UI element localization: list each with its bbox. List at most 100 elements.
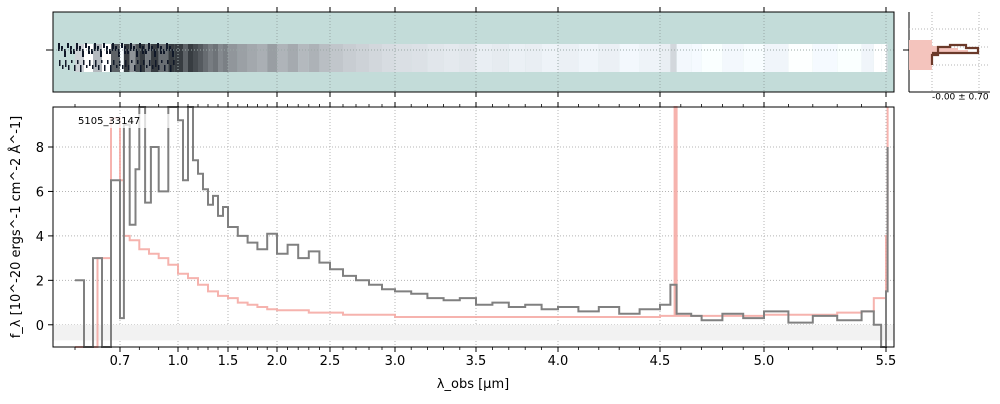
spectrum-2d-noise: [146, 65, 148, 68]
spectrum-2d-cell: [330, 44, 343, 72]
spectrum-2d-noise: [113, 60, 115, 65]
spectrum-2d-cell: [228, 44, 238, 72]
spectrum-2d-cell: [288, 44, 299, 72]
spectrum-2d-noise: [125, 60, 127, 67]
spectrum-2d-cell: [411, 44, 427, 72]
spectrum-2d-cell: [476, 44, 492, 72]
spectrum-2d-noise: [98, 65, 100, 70]
x-tick-label: 2.5: [320, 354, 341, 369]
spectrum-2d-noise: [86, 65, 88, 68]
spectrum-2d-noise: [143, 60, 145, 65]
spectrum-2d-cell: [356, 44, 369, 72]
spectrum-2d-noise: [158, 65, 160, 70]
x-tick-label: 1.5: [218, 354, 239, 369]
spectrum-2d-noise: [107, 60, 109, 64]
spectrum-2d-cell: [174, 44, 178, 72]
spectrum-2d-cell: [874, 44, 881, 72]
spectrum-2d-noise: [67, 43, 69, 48]
x-tick-label: 0.7: [110, 354, 131, 369]
spectrum-2d-cell: [193, 44, 198, 72]
spectrum-2d-cell: [492, 44, 508, 72]
object-label: 5105_33147: [78, 116, 140, 127]
spectrum-2d-cell: [135, 44, 139, 72]
spectrum-2d-noise: [155, 60, 157, 67]
spectrum-2d-noise: [101, 60, 103, 63]
spectrum-2d-trace: [58, 43, 888, 72]
x-tick-label: 1.0: [168, 354, 189, 369]
spectrum-2d-noise: [65, 60, 67, 67]
spectrum-2d-noise: [89, 60, 91, 66]
spectrum-2d-cell: [764, 44, 788, 72]
x-tick-label: 2.0: [267, 354, 288, 369]
spectrum-2d-noise: [152, 65, 154, 69]
spectrum-2d-cell: [619, 44, 639, 72]
spectrum-2d-noise: [139, 43, 141, 48]
spectrum-2d-noise: [164, 65, 166, 71]
spectrum-2d-cell: [218, 44, 223, 72]
spectrum-2d-cell: [743, 44, 764, 72]
zero-band: [53, 325, 894, 341]
spectrum-2d-noise: [173, 60, 175, 65]
spectrum-2d-cell: [277, 44, 288, 72]
spectrum-2d-panel: [46, 12, 909, 92]
profile-panel: -0.00 ± 0.70: [909, 12, 990, 103]
spectrum-2d-noise: [134, 65, 136, 71]
spectrum-2d-cell: [702, 44, 723, 72]
spectrum-2d-cell: [691, 44, 701, 72]
y-tick-label: 8: [36, 141, 44, 156]
spectrum-2d-noise: [103, 43, 105, 48]
spectrum-2d-noise: [161, 60, 163, 63]
spectrum-2d-cell: [248, 44, 258, 72]
spectrum-2d-noise: [137, 60, 139, 64]
spectrum-2d-cell: [509, 44, 525, 72]
spectrum-2d-cell: [257, 44, 267, 72]
profile-stat-label: -0.00 ± 0.70: [932, 93, 989, 103]
spectrum-2d-noise: [167, 60, 169, 64]
spectrum-2d-noise: [95, 60, 97, 67]
spectrum-2d-cell: [319, 44, 330, 72]
spectrum-2d-cell: [862, 44, 874, 72]
spectrum-2d-cell: [395, 44, 411, 72]
spectrum-2d-noise: [59, 60, 61, 66]
spectrum-2d-noise: [157, 43, 159, 48]
spectrum-2d-cell: [343, 44, 356, 72]
x-tick-label: 3.0: [385, 354, 406, 369]
spectrum-2d-noise: [116, 65, 118, 68]
x-tick-label: 3.5: [466, 354, 487, 369]
spectrum-2d-noise: [121, 43, 123, 48]
spectrum-2d-cell: [208, 44, 213, 72]
spectrum-2d-noise: [131, 60, 133, 63]
x-tick-label: 5.0: [754, 354, 775, 369]
spectrum-2d-noise: [92, 65, 94, 69]
spectrum-2d-noise: [80, 65, 82, 72]
spectrum-2d-cell: [223, 44, 228, 72]
spectrum-2d-noise: [104, 65, 106, 71]
spectrum-2d-cell: [298, 44, 309, 72]
spectrum-2d-cell: [788, 44, 812, 72]
spectrum-2d-noise: [170, 65, 172, 72]
spectrum-2d-noise: [140, 65, 142, 72]
spectrum-2d-cell: [460, 44, 476, 72]
x-axis-label: λ_obs [μm]: [437, 377, 509, 392]
spectrum-2d-cell: [542, 44, 558, 72]
spectrum-2d-cell: [188, 44, 193, 72]
spectrum-2d-cell: [677, 44, 692, 72]
spectrum-2d-noise: [149, 60, 151, 66]
spectrum-2d-cell: [267, 44, 277, 72]
spectrum-2d-cell: [670, 44, 676, 72]
spectrum-2d-cell: [722, 44, 743, 72]
spectrum-2d-cell: [525, 44, 541, 72]
x-tick-label: 4.5: [650, 354, 671, 369]
spectrum-2d-noise: [85, 43, 87, 48]
x-tick-label: 5.5: [876, 354, 897, 369]
spectrum-2d-noise: [110, 65, 112, 72]
spectrum-2d-cell: [178, 44, 183, 72]
spectrum-2d-noise: [62, 65, 64, 69]
y-tick-label: 0: [36, 319, 44, 334]
spectrum-2d-cell: [660, 44, 670, 72]
spectrum-2d-cell: [238, 44, 248, 72]
spectrum-2d-cell: [813, 44, 837, 72]
x-tick-label: 4.0: [548, 354, 569, 369]
y-tick-label: 6: [36, 185, 44, 200]
